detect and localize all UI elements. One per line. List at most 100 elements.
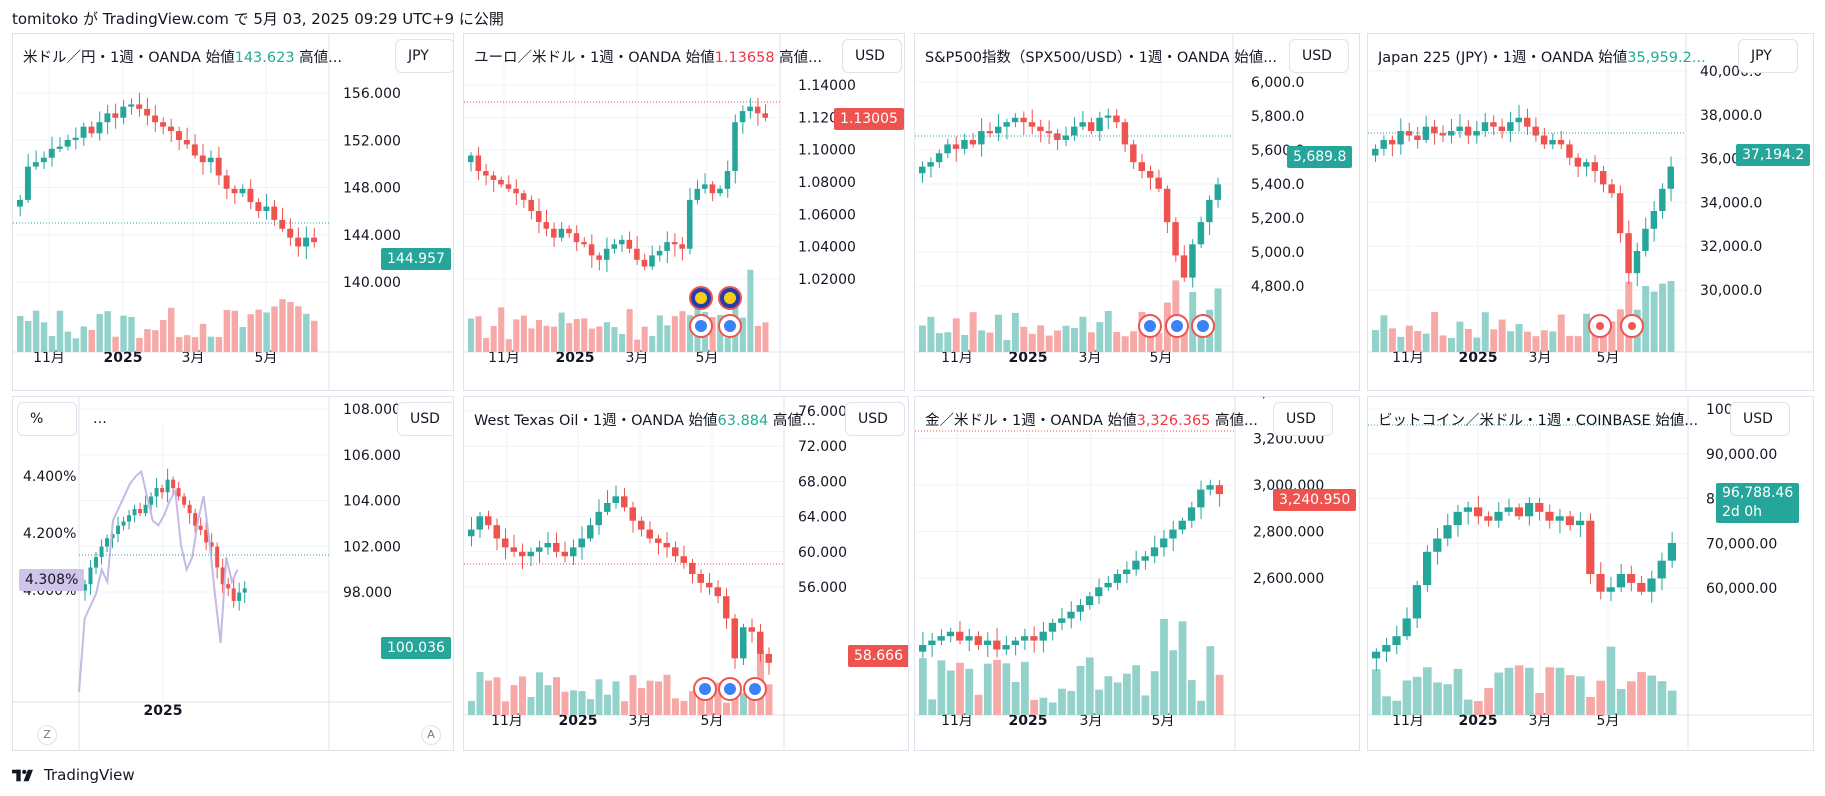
volume-bar xyxy=(1555,667,1565,715)
footer-brand[interactable]: TradingView xyxy=(12,764,135,786)
chart-panel-jp225[interactable]: 40,000.0 38,000.0 36,000.0 34,000.0 32,000.0… xyxy=(1367,33,1814,391)
candle-body xyxy=(1642,228,1649,251)
price-axis-label: 90,000.00 xyxy=(1706,447,1777,463)
time-axis-label: 2025 xyxy=(144,703,183,719)
candle-body xyxy=(475,155,482,172)
candle-body xyxy=(519,551,526,557)
volume-bar xyxy=(1397,336,1405,352)
candle-body xyxy=(611,244,617,249)
price-chart[interactable]: 40,000.038,000.036,000.034,000.032,000.0… xyxy=(1368,34,1814,391)
auto-scale-button[interactable]: A xyxy=(421,725,441,745)
volume-bar xyxy=(160,320,167,352)
candle-body xyxy=(476,516,483,530)
time-axis-label: 5月 xyxy=(1597,713,1620,729)
candle-body xyxy=(1474,507,1483,517)
currency-button[interactable]: USD xyxy=(397,402,453,436)
candle-body xyxy=(468,155,474,163)
chart-panel-btcusd[interactable]: 100,000.0090,000.0080,000.0070,000.0060,… xyxy=(1367,396,1814,751)
chart-panel-gold[interactable]: 3,400.0003,200.0003,000.0002,800.0002,60… xyxy=(914,396,1360,751)
chart-panel-wti[interactable]: 76.000 72.000 68.000 64.000 60.000 56.000 11月 2… xyxy=(463,396,909,751)
candle-body xyxy=(88,567,93,585)
currency-button[interactable]: USD xyxy=(1730,402,1790,436)
chart-panel-yield[interactable]: 108.000 106.000 104.000 102.000 98.000 2025 4.… xyxy=(12,396,454,751)
candle-body xyxy=(731,618,738,659)
candle-body xyxy=(48,148,55,158)
candle-body xyxy=(1215,485,1223,495)
time-axis-label: 11月 xyxy=(491,713,523,729)
chart-panel-eurusd[interactable]: 1.14000 1.12000 1.10000 1.08000 1.06000 1.040… xyxy=(463,33,905,391)
volume-bar xyxy=(1021,661,1029,715)
candle-body xyxy=(1113,115,1120,123)
candle-body xyxy=(986,131,993,134)
candle-body xyxy=(88,126,95,134)
currency-button[interactable]: JPY xyxy=(1738,39,1798,73)
candle-body xyxy=(1576,520,1585,526)
candle-body xyxy=(762,113,768,118)
candle-body xyxy=(747,106,753,112)
volume-bar xyxy=(1591,328,1599,352)
candle-body xyxy=(656,250,663,256)
candle-body xyxy=(1045,131,1053,134)
symbol-legend[interactable]: ビットコイン／米ドル・1週・COINBASE 始値... xyxy=(1378,409,1698,430)
us-flag-icon xyxy=(689,314,713,338)
price-chart[interactable]: 1.140001.120001.100001.080001.060001.040… xyxy=(464,34,905,391)
symbol-legend[interactable]: ... xyxy=(93,411,107,427)
symbol-name: ユーロ／米ドル・1週・OANDA xyxy=(474,50,681,66)
event-mark xyxy=(1144,320,1156,332)
candle-body xyxy=(175,131,182,140)
volume-bar xyxy=(1169,650,1178,715)
candle-body xyxy=(128,104,135,107)
volume-bar xyxy=(558,312,565,352)
price-chart[interactable]: 156.000 152.000 148.000 144.000 140.000 11月 20… xyxy=(13,34,454,391)
currency-button[interactable]: JPY xyxy=(395,39,453,73)
volume-bar xyxy=(1095,689,1103,715)
price-chart[interactable]: 100,000.0090,000.0080,000.0070,000.0060,… xyxy=(1368,397,1814,751)
volume-bar xyxy=(1667,280,1675,352)
symbol-legend[interactable]: S&P500指数（SPX500/USD）・1週・OANDA 始値... xyxy=(925,46,1277,67)
symbol-legend[interactable]: 米ドル／円・1週・OANDA 始値143.623 高値... xyxy=(23,46,342,67)
volume-bar xyxy=(544,685,552,715)
volume-bar xyxy=(739,317,746,352)
volume-bar xyxy=(104,311,111,352)
candle-body xyxy=(709,184,716,194)
candle-body xyxy=(1657,560,1666,579)
auto-zoom-button[interactable]: Z xyxy=(37,725,57,745)
volume-bar xyxy=(603,322,610,352)
candle-body xyxy=(619,239,625,245)
volume-bar xyxy=(596,326,603,352)
candle-body xyxy=(646,529,653,539)
percent-scale-button[interactable]: % xyxy=(17,402,77,436)
symbol-legend[interactable]: 金／米ドル・1週・OANDA 始値3,326.365 高値... xyxy=(925,409,1258,430)
volume-bar xyxy=(937,660,946,715)
currency-button[interactable]: USD xyxy=(845,402,905,436)
price-chart[interactable]: 3,400.0003,200.0003,000.0002,800.0002,60… xyxy=(915,397,1360,751)
candle-body xyxy=(136,104,143,109)
currency-button[interactable]: USD xyxy=(842,39,902,73)
currency-button[interactable]: USD xyxy=(1273,402,1333,436)
volume-bar xyxy=(1574,336,1582,352)
candle-body xyxy=(663,542,670,548)
symbol-legend[interactable]: Japan 225 (JPY)・1週・OANDA 始値35,959.2... xyxy=(1378,46,1706,67)
volume-bar xyxy=(1412,676,1422,715)
volume-bar xyxy=(1545,667,1555,715)
chart-panel-usdjpy[interactable]: 156.000 152.000 148.000 144.000 140.000 11月 20… xyxy=(12,33,454,391)
time-axis-label: 5月 xyxy=(1150,350,1173,366)
candle-body xyxy=(1028,122,1036,127)
price-chart[interactable]: 108.000 106.000 104.000 102.000 98.000 2025 4.… xyxy=(13,397,454,751)
price-chart[interactable]: 76.000 72.000 68.000 64.000 60.000 56.000 11月 2… xyxy=(464,397,909,751)
candle-body xyxy=(303,237,310,247)
price-chart[interactable]: 6,000.05,800.05,600.05,400.05,200.05,000… xyxy=(915,34,1360,391)
volume-bar xyxy=(1515,323,1523,352)
volume-bar xyxy=(1616,309,1624,352)
volume-bar xyxy=(1382,696,1391,715)
candle-body xyxy=(1667,166,1674,189)
symbol-legend[interactable]: ユーロ／米ドル・1週・OANDA 始値1.13658 高値... xyxy=(474,46,822,67)
last-price-tag: 5,689.8 xyxy=(1287,146,1353,168)
candle-body xyxy=(1372,148,1379,156)
chart-panel-spx[interactable]: 6,000.0 5,800.0 5,600.0 5,400.0 5,200.0 5,000… xyxy=(914,33,1360,391)
currency-button[interactable]: USD xyxy=(1289,39,1349,73)
symbol-legend[interactable]: West Texas Oil・1週・OANDA 始値63.884 高値... xyxy=(474,409,816,430)
candle-body xyxy=(1021,636,1029,641)
candle-body xyxy=(649,255,655,267)
open-label: 始値 xyxy=(205,50,235,66)
